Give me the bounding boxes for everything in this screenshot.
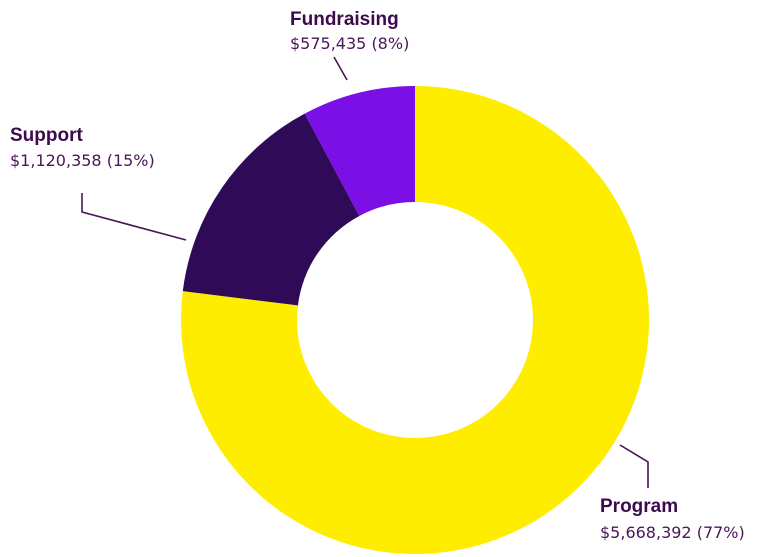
support-value: $1,120,358 (15%) (10, 151, 155, 170)
fundraising-leader-line (334, 57, 347, 80)
fundraising-label: Fundraising (290, 9, 399, 30)
support-label: Support (10, 125, 83, 146)
support-leader-line (82, 193, 186, 240)
program-leader-line (620, 445, 648, 488)
program-value: $5,668,392 (77%) (600, 523, 745, 542)
program-label: Program (600, 496, 678, 517)
donut-slices (181, 86, 649, 554)
fundraising-value: $575,435 (8%) (290, 34, 409, 53)
